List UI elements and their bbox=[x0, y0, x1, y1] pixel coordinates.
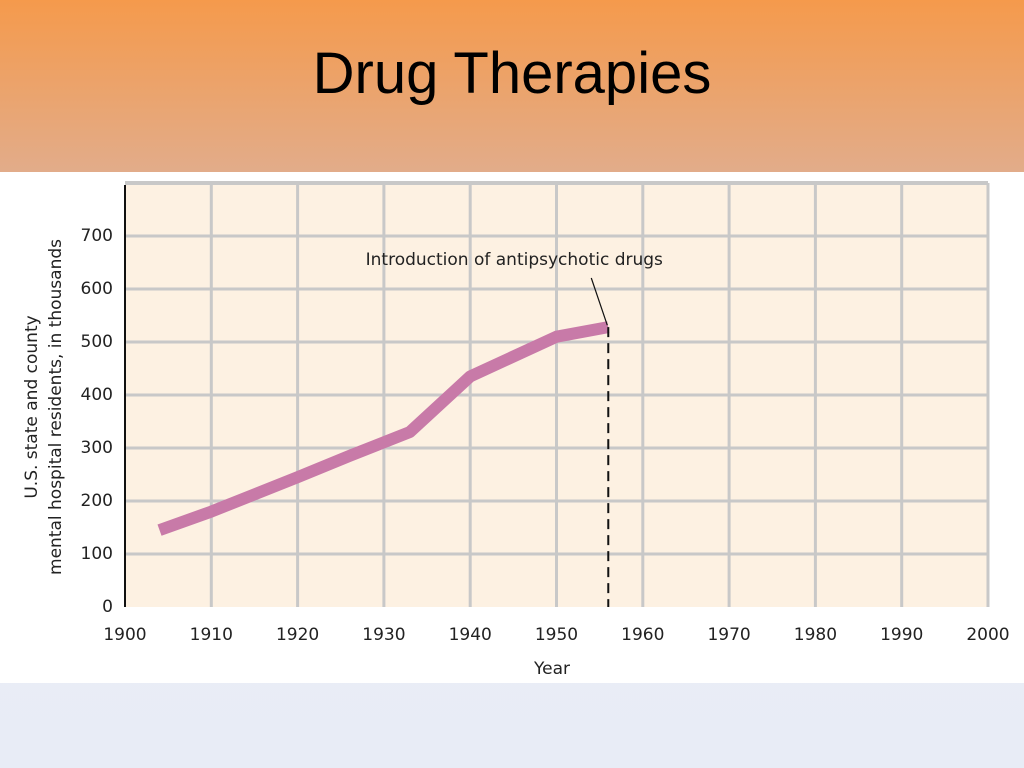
x-tick-label: 1920 bbox=[276, 625, 319, 645]
x-tick-label: 1930 bbox=[362, 625, 405, 645]
x-axis-label: Year bbox=[533, 659, 570, 679]
x-tick-label: 2000 bbox=[966, 625, 1009, 645]
annotation-leader bbox=[590, 277, 608, 326]
annotation-text: Introduction of antipsychotic drugs bbox=[366, 250, 663, 270]
x-tick-label: 1900 bbox=[103, 625, 146, 645]
y-axis-label: U.S. state and county bbox=[22, 315, 42, 498]
x-tick-label: 1940 bbox=[449, 625, 492, 645]
y-tick-label: 100 bbox=[81, 544, 113, 564]
y-tick-label: 200 bbox=[81, 491, 113, 511]
y-axis-label: mental hospital residents, in thousands bbox=[46, 239, 66, 575]
y-tick-label: 500 bbox=[81, 332, 113, 352]
x-tick-label: 1980 bbox=[794, 625, 837, 645]
y-tick-label: 400 bbox=[81, 385, 113, 405]
chart: Year U.S. state and county mental hospit… bbox=[0, 172, 1024, 683]
x-tick-label: 1990 bbox=[880, 625, 923, 645]
x-tick-label: 1960 bbox=[621, 625, 664, 645]
x-tick-label: 1970 bbox=[707, 625, 750, 645]
x-tick-label: 1950 bbox=[535, 625, 578, 645]
data-line bbox=[157, 321, 610, 536]
x-tick-label: 1910 bbox=[190, 625, 233, 645]
y-tick-label: 700 bbox=[81, 226, 113, 246]
header: Drug Therapies bbox=[0, 0, 1024, 172]
slide-title: Drug Therapies bbox=[312, 41, 712, 106]
y-tick-label: 300 bbox=[81, 438, 113, 458]
y-tick-label: 600 bbox=[81, 279, 113, 299]
y-tick-label: 0 bbox=[102, 597, 113, 617]
